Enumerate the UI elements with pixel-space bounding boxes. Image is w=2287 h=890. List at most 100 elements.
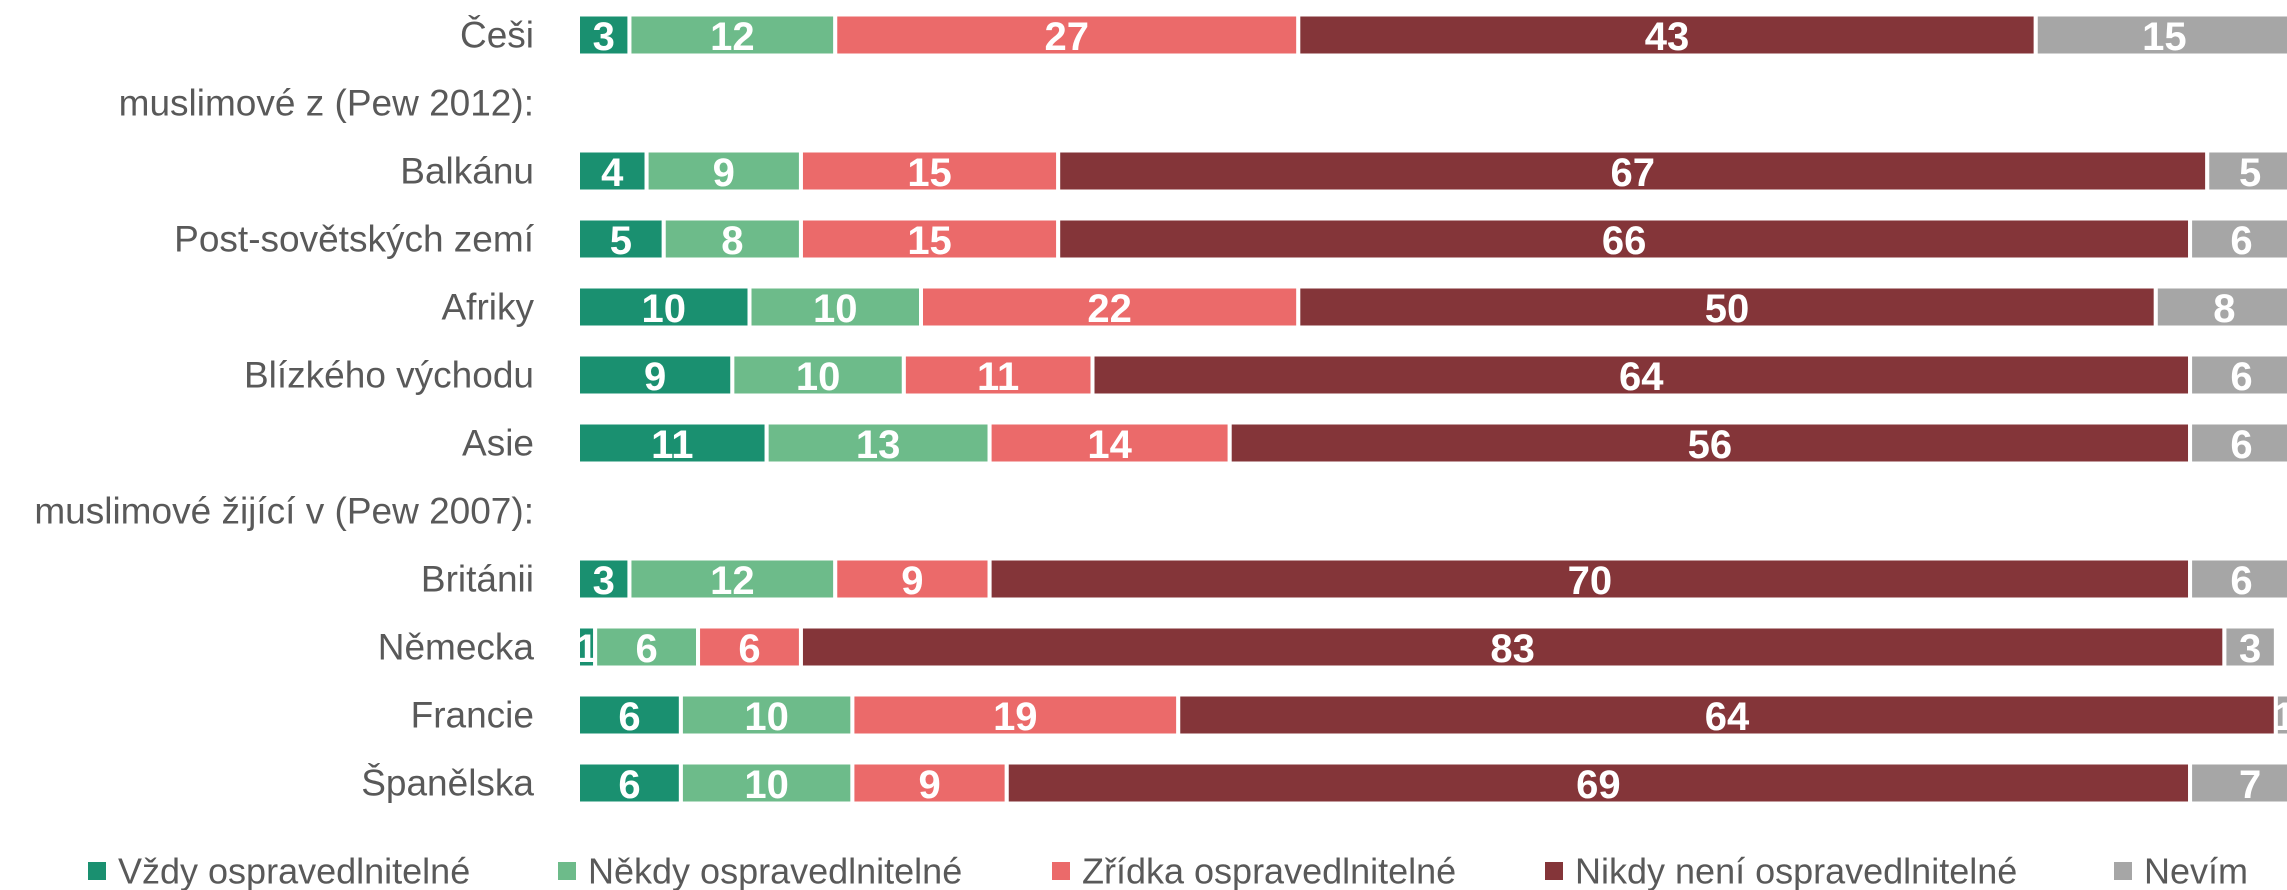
category-label: Balkánu — [400, 151, 534, 192]
legend-swatch — [1052, 862, 1070, 880]
data-label: 6 — [2230, 559, 2252, 603]
data-label: 50 — [1705, 287, 1750, 331]
data-label: 7 — [2239, 763, 2261, 807]
category-label: Francie — [411, 695, 534, 736]
bar-segment — [2153, 284, 2287, 330]
data-label: 15 — [2142, 15, 2187, 59]
data-label: 3 — [2239, 627, 2261, 671]
bar-segment — [798, 624, 2227, 670]
bar-segment — [644, 148, 803, 194]
bar-segment — [833, 556, 992, 602]
bar-segment — [2033, 12, 2287, 58]
data-label: 6 — [635, 627, 657, 671]
bar-segment — [1056, 216, 2193, 262]
data-label: 6 — [618, 763, 640, 807]
legend-swatch — [88, 862, 106, 880]
data-label: 6 — [2230, 219, 2252, 263]
data-label: 8 — [721, 219, 743, 263]
data-label: 83 — [1490, 627, 1535, 671]
data-label: 67 — [1610, 151, 1655, 195]
bar-segment — [627, 556, 838, 602]
bar-segment — [678, 692, 855, 738]
data-label: 9 — [918, 763, 940, 807]
bar-segment — [678, 760, 855, 806]
bar-segment — [1004, 760, 2193, 806]
data-label: 13 — [856, 423, 901, 467]
bar-segment — [576, 12, 632, 58]
data-label: 14 — [1087, 423, 1132, 467]
data-label: 10 — [744, 695, 789, 739]
bar-segment — [696, 624, 803, 670]
category-label: Asie — [462, 423, 534, 464]
bar-segment — [576, 760, 683, 806]
data-label: 10 — [744, 763, 789, 807]
bar-segment — [2273, 692, 2287, 738]
data-label: 15 — [907, 219, 952, 263]
data-label: 11 — [651, 423, 693, 467]
bar-segment — [1090, 352, 2193, 398]
bar-segment — [2188, 352, 2287, 398]
bar-segment — [2188, 556, 2287, 602]
legend-label: Nikdy není ospravedlnitelné — [1575, 851, 2017, 890]
data-label: 1 — [2273, 695, 2287, 739]
legend-swatch — [1545, 862, 1563, 880]
data-label: 8 — [2213, 287, 2235, 331]
bar-segment — [798, 216, 1061, 262]
bar-segment — [764, 420, 992, 466]
bar-segment — [576, 216, 666, 262]
bar-segment — [747, 284, 923, 330]
data-label: 19 — [993, 695, 1038, 739]
bar-segment — [901, 352, 1095, 398]
category-label: Německa — [378, 627, 535, 668]
category-label: Británii — [421, 559, 534, 600]
legend-label: Někdy ospravedlnitelné — [588, 851, 962, 890]
legend-label: Nevím — [2144, 851, 2248, 890]
data-label: 11 — [977, 355, 1019, 399]
data-label: 1 — [575, 627, 597, 671]
bar-segment — [576, 420, 769, 466]
data-label: 10 — [796, 355, 841, 399]
data-label: 69 — [1576, 763, 1621, 807]
data-label: 27 — [1045, 15, 1090, 59]
category-label: Afriky — [442, 287, 535, 328]
data-label: 64 — [1619, 355, 1664, 399]
category-label: muslimové z (Pew 2012): — [119, 83, 534, 124]
bar-segment — [2222, 624, 2278, 670]
bar-segment — [627, 12, 838, 58]
data-label: 3 — [593, 559, 615, 603]
category-label: Španělska — [361, 763, 534, 804]
bar-segment — [919, 284, 1301, 330]
data-label: 9 — [713, 151, 735, 195]
data-label: 5 — [610, 219, 632, 263]
data-label: 10 — [642, 287, 687, 331]
bar-segment — [833, 12, 1301, 58]
data-label: 43 — [1645, 15, 1690, 59]
bar-segment — [2188, 420, 2287, 466]
bar-segment — [576, 284, 752, 330]
bar-segment — [730, 352, 906, 398]
data-label: 6 — [618, 695, 640, 739]
bar-segment — [1176, 692, 2278, 738]
data-label: 10 — [813, 287, 858, 331]
data-label: 12 — [710, 15, 755, 59]
category-label: muslimové žijící v (Pew 2007): — [34, 491, 534, 532]
bar-segment — [2188, 216, 2287, 262]
data-label: 9 — [644, 355, 666, 399]
legend-swatch — [2114, 862, 2132, 880]
bar-segment — [850, 692, 1181, 738]
legend-label: Vždy ospravedlnitelné — [118, 851, 470, 890]
legend-swatch — [558, 862, 576, 880]
data-label: 66 — [1602, 219, 1647, 263]
data-label: 5 — [2239, 151, 2261, 195]
data-label: 15 — [907, 151, 952, 195]
bar-segment — [1296, 284, 2158, 330]
data-label: 56 — [1688, 423, 1733, 467]
bar-segment — [576, 692, 683, 738]
bar-segment — [2188, 760, 2287, 806]
data-label: 22 — [1087, 287, 1132, 331]
legend-label: Zřídka ospravedlnitelné — [1082, 851, 1456, 890]
data-label: 70 — [1568, 559, 1613, 603]
data-label: 3 — [593, 15, 615, 59]
bar-segment — [987, 420, 1232, 466]
